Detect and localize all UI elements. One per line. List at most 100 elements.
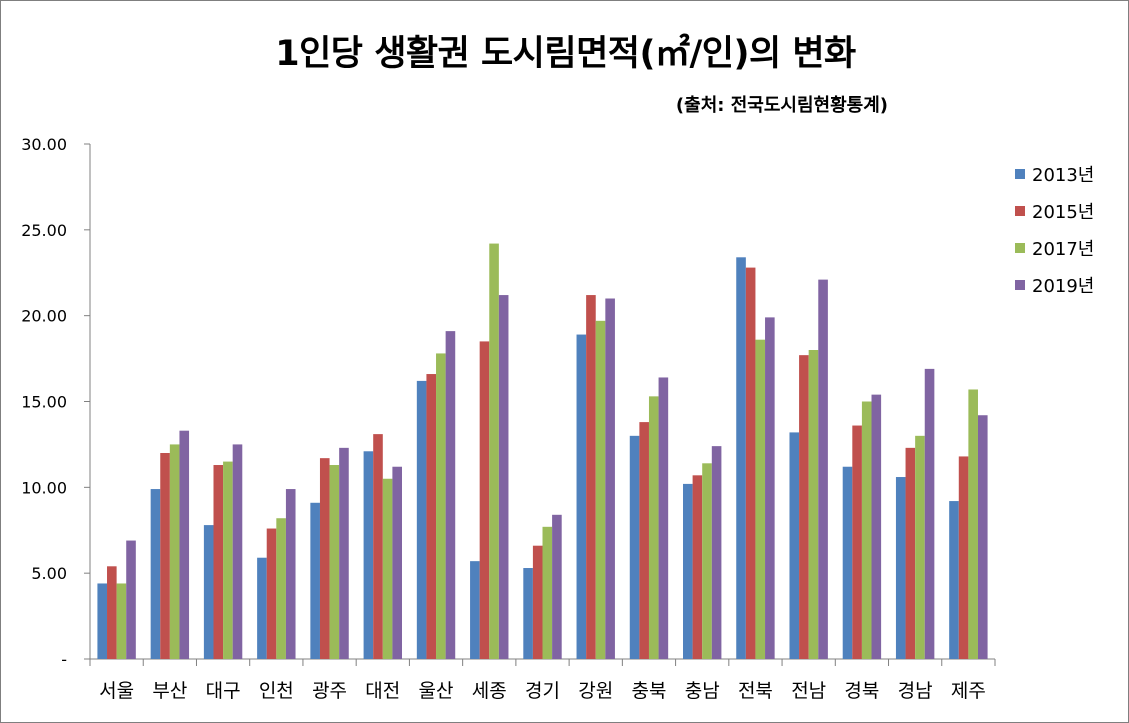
bar bbox=[257, 557, 267, 659]
bar bbox=[765, 317, 775, 659]
bar bbox=[658, 377, 669, 659]
y-tick-label: 5.00 bbox=[31, 564, 67, 583]
bar bbox=[808, 350, 819, 659]
x-tick-label: 부산 bbox=[152, 680, 187, 702]
bar bbox=[905, 447, 916, 659]
bar bbox=[915, 435, 925, 659]
legend-swatch bbox=[1015, 169, 1025, 179]
bar bbox=[426, 374, 437, 659]
x-tick-label: 울산 bbox=[419, 680, 454, 702]
bar bbox=[576, 334, 587, 659]
x-tick-label: 제주 bbox=[951, 680, 986, 702]
legend-label: 2017년 bbox=[1032, 239, 1094, 260]
x-tick-label: 인천 bbox=[259, 680, 294, 702]
bars bbox=[97, 243, 988, 660]
bar bbox=[160, 453, 170, 659]
bar bbox=[532, 545, 543, 659]
bar bbox=[977, 415, 988, 659]
bar bbox=[861, 401, 872, 659]
bar bbox=[266, 528, 277, 659]
bar bbox=[436, 353, 446, 659]
bar bbox=[319, 458, 330, 659]
bar bbox=[799, 355, 809, 659]
chart-title: 1인당 생활권 도시림면적(㎡/인)의 변화 bbox=[275, 34, 856, 74]
bar bbox=[392, 466, 402, 659]
bar bbox=[169, 444, 180, 659]
bar bbox=[949, 501, 959, 659]
y-tick-label: - bbox=[61, 650, 67, 669]
bar bbox=[818, 279, 828, 659]
bar bbox=[736, 257, 746, 659]
bar bbox=[150, 489, 161, 659]
x-tick-label: 대구 bbox=[206, 680, 241, 702]
bar bbox=[523, 568, 533, 659]
bar bbox=[382, 478, 393, 659]
bar bbox=[711, 446, 722, 659]
x-tick-label: 경북 bbox=[844, 680, 879, 702]
bar bbox=[755, 339, 766, 659]
bar bbox=[107, 566, 117, 659]
bar bbox=[232, 444, 243, 659]
bar bbox=[310, 502, 320, 659]
bar bbox=[958, 456, 969, 659]
bar bbox=[924, 368, 935, 659]
bar bbox=[745, 267, 756, 659]
bar bbox=[605, 298, 615, 659]
bar bbox=[445, 331, 456, 659]
bar bbox=[470, 561, 480, 659]
legend-swatch bbox=[1015, 206, 1025, 216]
bar bbox=[498, 295, 509, 659]
bar bbox=[789, 432, 800, 659]
bar bbox=[842, 466, 853, 659]
bar bbox=[416, 380, 427, 659]
x-tick-label: 경남 bbox=[898, 680, 933, 702]
bar bbox=[203, 525, 214, 659]
legend-swatch bbox=[1015, 280, 1025, 290]
bar bbox=[968, 389, 978, 659]
x-tick-label: 광주 bbox=[312, 680, 347, 702]
y-tick-label: 10.00 bbox=[21, 478, 67, 497]
bar bbox=[595, 320, 606, 659]
legend-label: 2013년 bbox=[1032, 165, 1094, 186]
bar bbox=[895, 477, 906, 659]
x-tick-label: 경기 bbox=[525, 680, 560, 702]
legend-swatch bbox=[1015, 243, 1025, 253]
x-tick-label: 충북 bbox=[631, 680, 666, 702]
bar bbox=[852, 425, 862, 659]
y-tick-label: 20.00 bbox=[21, 307, 67, 326]
bar bbox=[629, 435, 640, 659]
x-tick-label: 전북 bbox=[738, 680, 773, 702]
bar bbox=[479, 341, 490, 659]
x-tick-label: 전남 bbox=[791, 680, 826, 702]
bar bbox=[683, 483, 693, 659]
bar bbox=[329, 465, 340, 659]
bar bbox=[116, 583, 127, 659]
bar bbox=[285, 489, 296, 659]
y-tick-label: 30.00 bbox=[21, 135, 67, 154]
legend-label: 2015년 bbox=[1032, 202, 1094, 223]
bar bbox=[373, 434, 383, 659]
legend-label: 2019년 bbox=[1032, 276, 1094, 297]
bar bbox=[871, 394, 882, 659]
bar bbox=[692, 475, 703, 659]
x-tick-label: 대전 bbox=[365, 680, 400, 702]
bar bbox=[648, 396, 659, 659]
bar bbox=[586, 295, 596, 659]
bar bbox=[276, 518, 286, 659]
bar bbox=[97, 583, 108, 659]
y-tick-label: 15.00 bbox=[21, 393, 67, 412]
bar bbox=[489, 243, 499, 660]
y-tick-label: 25.00 bbox=[21, 221, 67, 240]
chart-subtitle: (출처: 전국도시림현황통계) bbox=[675, 95, 888, 116]
bar bbox=[639, 422, 649, 659]
bar bbox=[213, 465, 224, 659]
x-tick-label: 세종 bbox=[472, 680, 507, 702]
x-tick-label: 서울 bbox=[99, 680, 134, 702]
bar bbox=[223, 461, 233, 659]
bar bbox=[363, 451, 374, 659]
bar bbox=[702, 463, 712, 659]
bar bbox=[179, 430, 190, 659]
x-tick-label: 충남 bbox=[685, 680, 720, 702]
x-tick-label: 강원 bbox=[578, 680, 613, 702]
